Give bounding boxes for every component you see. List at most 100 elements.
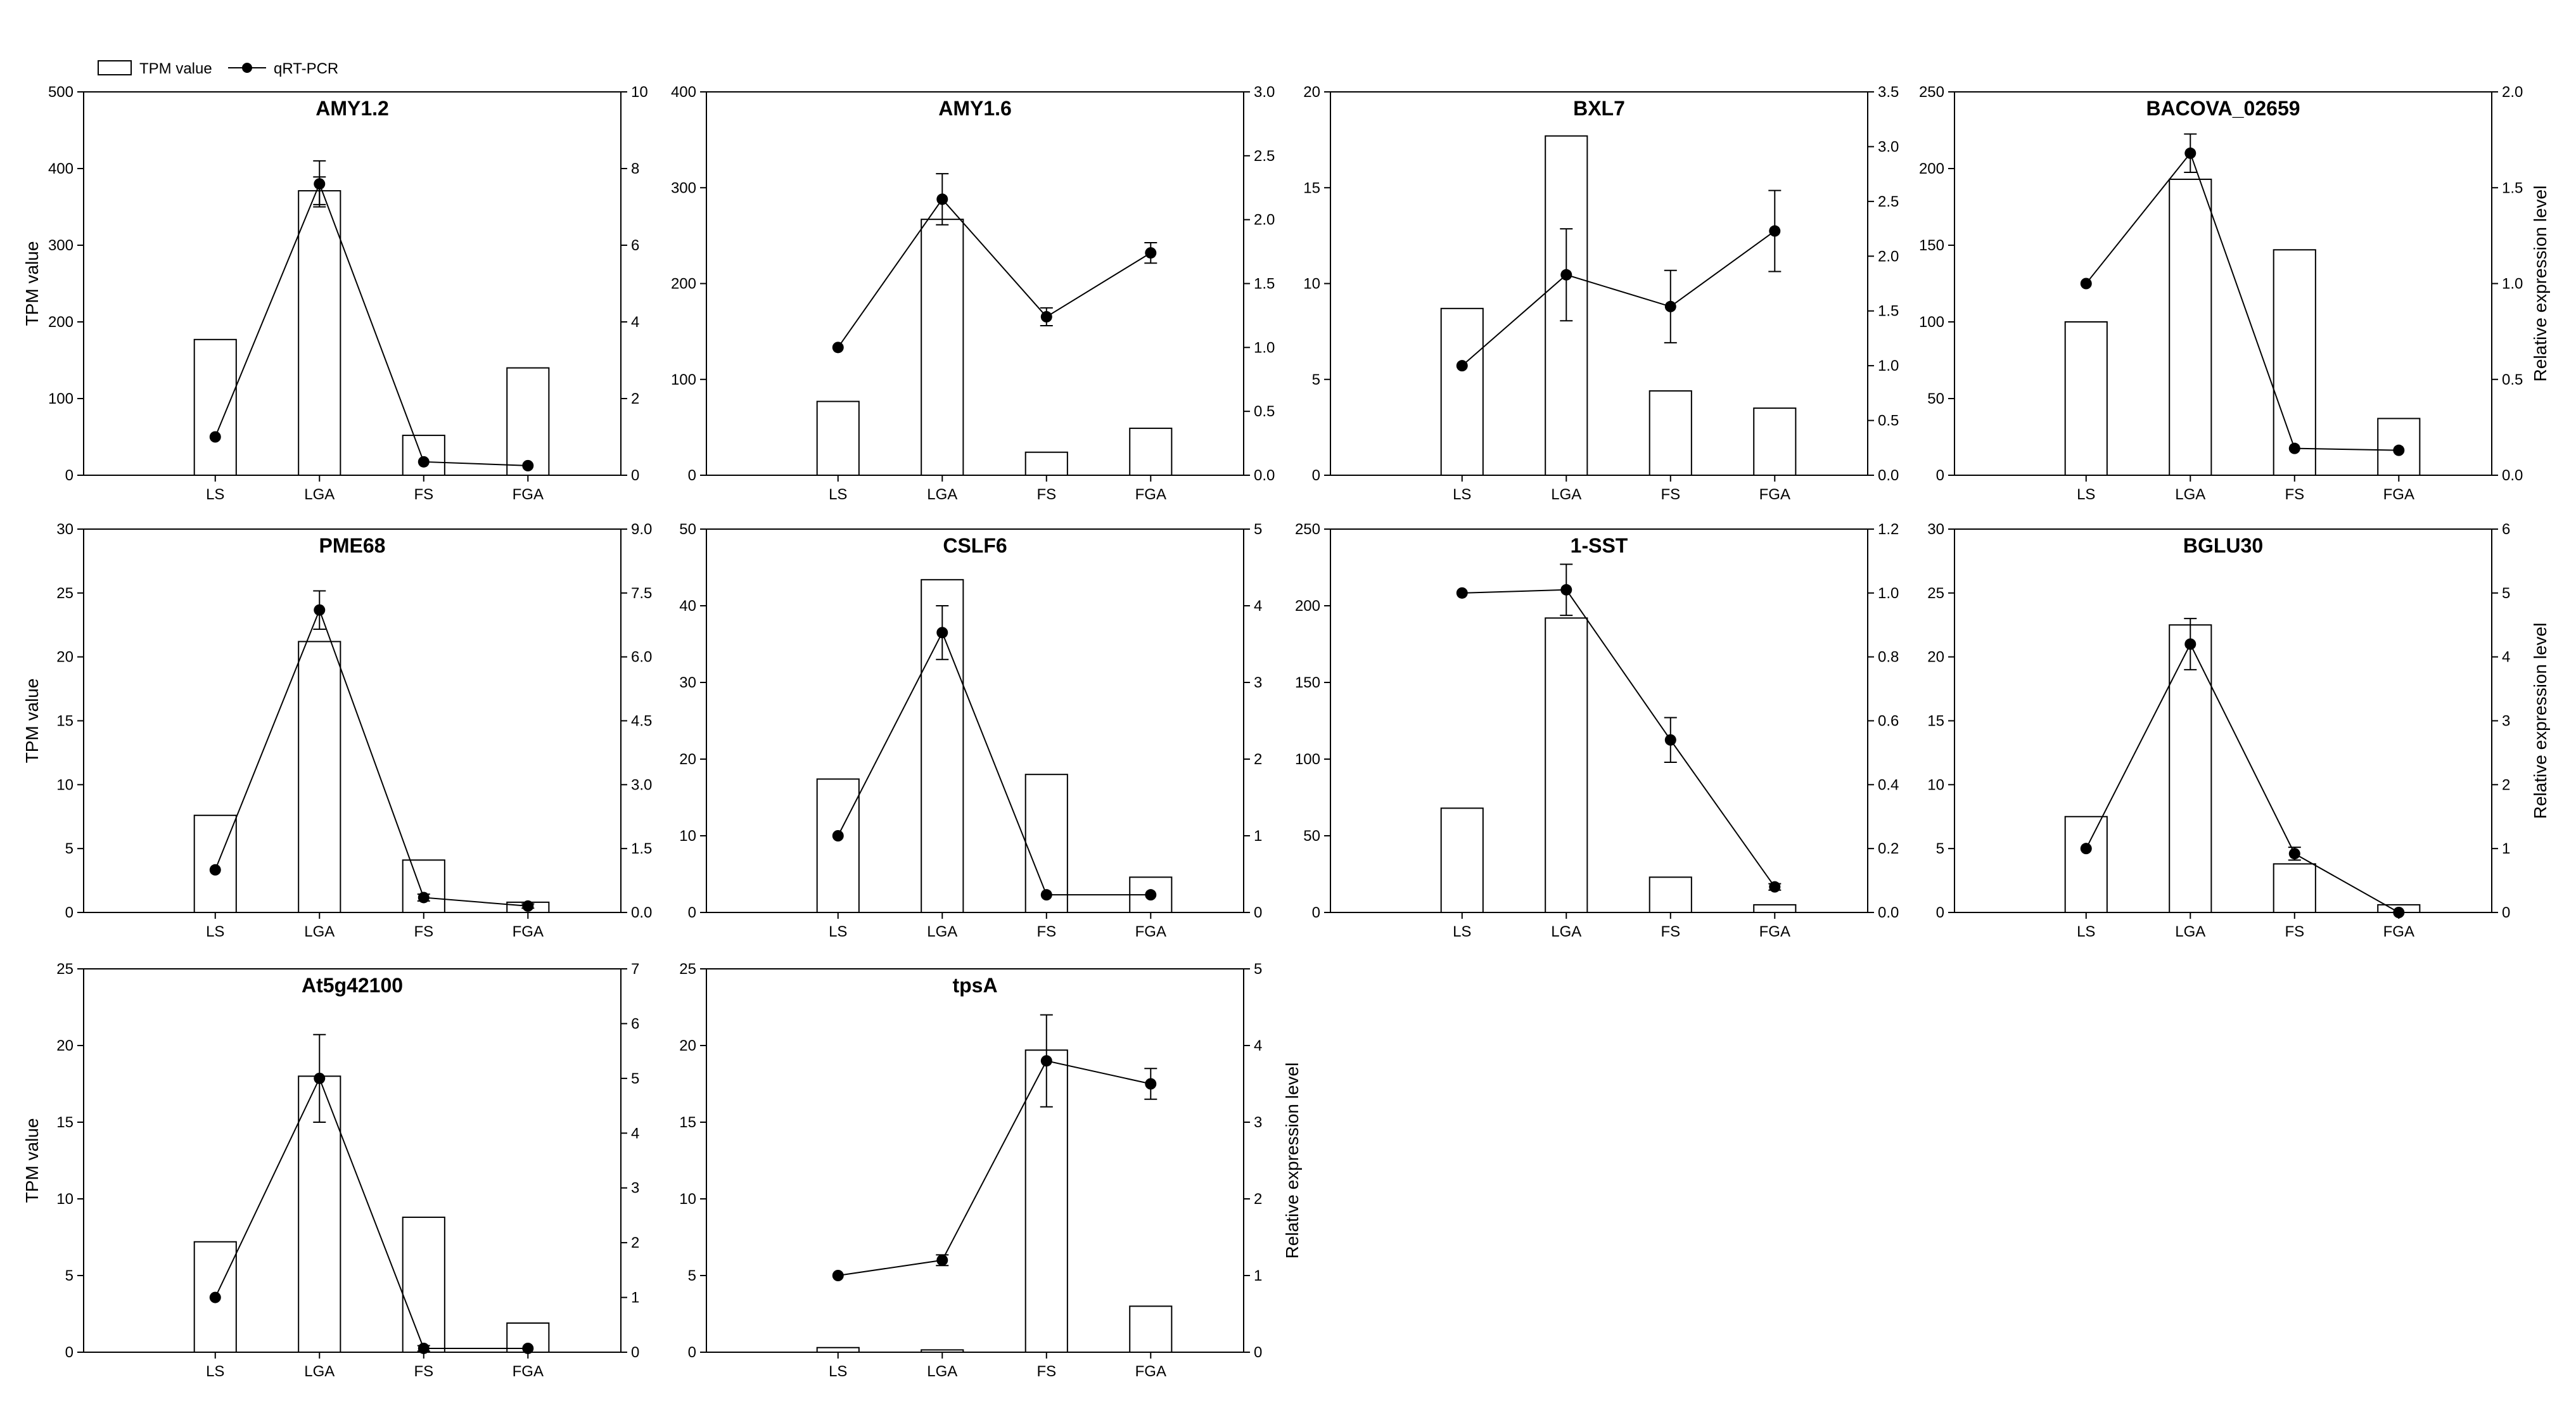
chart-panel: AMY1.6 0 100 200 300 400 0.0 0.5 1.0 1.5 2.0 2.5 3.0… [671, 84, 1275, 503]
tpm-bar [1648, 390, 1692, 477]
x-tick-label: LS [2077, 923, 2095, 940]
y-tick-label: 20 [56, 1037, 73, 1054]
y2-tick-label: 2 [1254, 1191, 1262, 1208]
qrtpcr-point [1456, 587, 1468, 599]
chart-panel: BXL7 0 5 10 15 20 0.0 0.5 1.0 1.5 2.0 2.5 3.0 3.5 LS LG… [1303, 84, 1899, 503]
y2-tick-label: 0 [2502, 904, 2510, 921]
plot-frame [83, 91, 622, 476]
y2-tick-label: 4.5 [631, 713, 652, 730]
tpm-bar [816, 400, 860, 476]
x-tick-label: LS [206, 1363, 224, 1380]
x-tick-label: FGA [1759, 486, 1790, 503]
qrtpcr-line [1462, 589, 1776, 888]
y2-tick-label: 2.0 [2502, 84, 2523, 101]
y2-tick-label: 3.0 [1254, 84, 1275, 101]
x-tick-label: FS [1661, 486, 1680, 503]
y-tick-label: 200 [1295, 598, 1320, 615]
qrtpcr-point [2393, 444, 2405, 456]
x-tick-label: LS [1453, 923, 1471, 940]
y-tick-label: 250 [1919, 84, 1944, 101]
qrtpcr-line [2085, 151, 2399, 451]
tpm-bar [298, 641, 341, 913]
y2-tick-label: 0.4 [1878, 776, 1899, 793]
qrtpcr-point [522, 1342, 534, 1354]
y2-tick-label: 1.0 [1878, 585, 1899, 602]
qrtpcr-point [1769, 225, 1781, 237]
x-tick-label: FGA [2383, 486, 2414, 503]
y-tick-label: 25 [56, 585, 73, 602]
y-tick-label: 10 [1927, 776, 1944, 793]
panel-title: BXL7 [1573, 97, 1625, 120]
chart-panel: AMY1.2 0 100 200 300 400 500 0 2 4 6 8 10 TPM value LS… [22, 84, 648, 503]
y2-tick-label: 5 [2502, 585, 2510, 602]
y2-tick-label: 1.0 [2502, 276, 2523, 293]
y-tick-label: 15 [56, 713, 73, 730]
chart-panel: tpsA 0 5 10 15 20 25 0 1 2 3 4 5 Relative expression … [679, 961, 1302, 1380]
chart-panel: BACOVA_02659 0 50 100 150 200 250 0.0 0.5 1.0 1.5 2… [1919, 84, 2550, 503]
y-tick-label: 5 [1936, 840, 1944, 857]
y-tick-label: 0 [1936, 904, 1944, 921]
qrtpcr-point [522, 459, 534, 471]
plot-frame [1330, 528, 1868, 913]
y-axis-title: TPM value [22, 241, 42, 326]
y2-tick-label: 4 [1254, 1037, 1262, 1054]
y-tick-label: 5 [65, 1267, 73, 1284]
qrtpcr-point [1145, 889, 1157, 901]
y-tick-label: 0 [65, 904, 73, 921]
y-axis-title: TPM value [22, 679, 42, 764]
tpm-bar [921, 1349, 964, 1353]
y-tick-label: 100 [1919, 314, 1944, 331]
x-tick-label: LGA [304, 923, 335, 940]
y2-tick-label: 6.0 [631, 649, 652, 666]
y-tick-label: 15 [56, 1114, 73, 1131]
plot-frame [706, 968, 1244, 1353]
y-tick-label: 0 [688, 904, 696, 921]
tpm-bar [2273, 249, 2316, 476]
y2-tick-label: 5 [1254, 521, 1262, 538]
panel-title: AMY1.2 [316, 97, 389, 120]
x-tick-label: FGA [513, 923, 544, 940]
qrtpcr-point [1560, 269, 1572, 281]
y2-tick-label: 1.5 [1254, 276, 1275, 293]
tpm-bar [298, 190, 341, 476]
qrtpcr-point [1664, 734, 1676, 746]
y-tick-label: 300 [48, 237, 73, 254]
y-tick-label: 250 [1295, 521, 1320, 538]
x-tick-label: FS [1036, 486, 1056, 503]
x-tick-label: LGA [927, 1363, 957, 1380]
x-tick-label: LGA [304, 486, 335, 503]
y2-tick-label: 2 [631, 390, 639, 407]
x-tick-label: LS [206, 486, 224, 503]
y-tick-label: 10 [1303, 276, 1320, 293]
tpm-bar [1024, 451, 1068, 477]
y2-tick-label: 5 [631, 1070, 639, 1087]
y2-tick-label: 0.0 [1878, 467, 1899, 484]
y2-tick-label: 0 [1254, 1344, 1262, 1361]
qrtpcr-point [2080, 843, 2092, 855]
y2-tick-label: 4 [631, 314, 639, 331]
qrtpcr-point [314, 1072, 326, 1084]
tpm-bar [1753, 407, 1797, 476]
y-tick-label: 30 [679, 674, 696, 691]
y2-tick-label: 3.0 [631, 776, 652, 793]
tpm-bar [2169, 178, 2212, 476]
x-tick-label: LS [829, 486, 847, 503]
chart-panel: 1-SST 0 50 100 150 200 250 0.0 0.2 0.4 0.6 0.8 1.0 1.… [1295, 521, 1899, 940]
y-tick-label: 150 [1295, 674, 1320, 691]
tpm-bar [2064, 816, 2108, 913]
y-tick-label: 50 [1927, 390, 1944, 407]
y-tick-label: 15 [679, 1114, 696, 1131]
y2-tick-label: 0.0 [1878, 904, 1899, 921]
qrtpcr-point [936, 627, 948, 639]
x-tick-label: FS [1036, 923, 1056, 940]
qrtpcr-point [936, 193, 948, 205]
x-tick-label: LGA [2175, 486, 2205, 503]
qrtpcr-point [314, 604, 326, 616]
x-tick-label: FS [1036, 1363, 1056, 1380]
x-tick-label: FS [414, 1363, 433, 1380]
plot-frame [706, 528, 1244, 913]
y2-tick-label: 1 [1254, 828, 1262, 845]
y-tick-label: 15 [1927, 713, 1944, 730]
qrtpcr-point [832, 1270, 844, 1281]
y-tick-label: 30 [56, 521, 73, 538]
